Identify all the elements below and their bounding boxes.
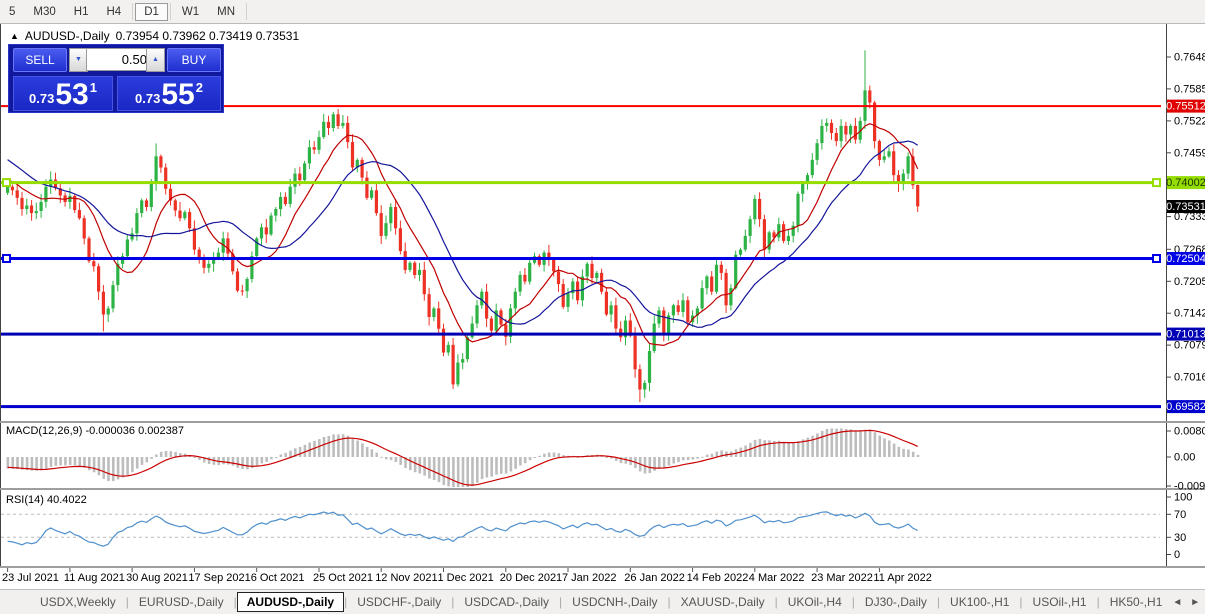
- volume-input[interactable]: 0.50: [86, 48, 152, 71]
- svg-text:30 Aug 2021: 30 Aug 2021: [126, 572, 188, 584]
- chart-tab-xauusd-daily[interactable]: XAUUSD-,Daily: [680, 595, 765, 609]
- tab-scroll-left-icon[interactable]: ◄: [1172, 596, 1183, 608]
- chart-tab-usoil-h1[interactable]: USOil-,H1: [1032, 595, 1087, 609]
- period-button-h1[interactable]: H1: [73, 5, 89, 18]
- svg-text:23 Mar 2022: 23 Mar 2022: [811, 572, 873, 584]
- svg-text:-0.00928: -0.00928: [1174, 481, 1205, 493]
- buy-price-display[interactable]: 0.73 55 2: [117, 76, 221, 111]
- toolbar-separator: [132, 3, 134, 20]
- one-click-collapse-icon[interactable]: ▲: [10, 31, 19, 41]
- sell-price-main: 0.73: [29, 91, 55, 106]
- tab-separator: |: [774, 595, 778, 609]
- tab-separator: |: [851, 595, 855, 609]
- svg-text:0.69582: 0.69582: [1166, 401, 1205, 413]
- chart-tab-dj30-daily[interactable]: DJ30-,Daily: [864, 595, 927, 609]
- sell-price-display[interactable]: 0.73 53 1: [13, 76, 113, 111]
- chart-title: ▲ AUDUSD-,Daily 0.73954 0.73962 0.73419 …: [10, 29, 299, 43]
- tab-separator: |: [1019, 595, 1023, 609]
- buy-price-big: 55: [161, 78, 195, 111]
- svg-text:0.74002: 0.74002: [1166, 177, 1205, 189]
- one-click-trade-panel: SELL ▼ 0.50 ▲ BUY 0.73 53 1 0.73 55 2: [8, 44, 224, 113]
- period-toolbar: 5 M30 H1 H4 D1 W1 MN: [0, 0, 1205, 24]
- chart-tab-usdcnh-daily[interactable]: USDCNH-,Daily: [572, 595, 658, 609]
- svg-text:11 Aug 2021: 11 Aug 2021: [64, 572, 125, 584]
- svg-text:30: 30: [1174, 532, 1186, 544]
- period-button-m30[interactable]: M30: [33, 5, 56, 18]
- chart-tab-audusd-daily[interactable]: AUDUSD-,Daily: [236, 592, 345, 612]
- svg-text:0.70165: 0.70165: [1174, 372, 1205, 384]
- svg-text:25 Oct 2021: 25 Oct 2021: [313, 572, 373, 584]
- toolbar-separator: [246, 3, 248, 20]
- svg-text:20 Dec 2021: 20 Dec 2021: [500, 572, 562, 584]
- period-button-h4[interactable]: H4: [106, 5, 122, 18]
- svg-text:23 Jul 2021: 23 Jul 2021: [2, 572, 59, 584]
- svg-text:70: 70: [1174, 509, 1186, 521]
- period-button-5[interactable]: 5: [9, 5, 16, 18]
- period-button-mn[interactable]: MN: [217, 5, 236, 18]
- svg-text:7 Jan 2022: 7 Jan 2022: [562, 572, 616, 584]
- chart-symbol-label: AUDUSD-,Daily: [24, 29, 110, 43]
- chart-tab-hk50-h1[interactable]: HK50-,H1: [1109, 595, 1163, 609]
- svg-text:26 Jan 2022: 26 Jan 2022: [624, 572, 685, 584]
- period-button-w1[interactable]: W1: [181, 5, 200, 18]
- svg-text:14 Feb 2022: 14 Feb 2022: [687, 572, 749, 584]
- buy-price-sup: 2: [195, 80, 203, 95]
- tab-separator: |: [667, 595, 671, 609]
- chart-tab-usdx-weekly[interactable]: USDX,Weekly: [40, 595, 116, 609]
- svg-text:0.73531: 0.73531: [1166, 201, 1205, 213]
- chart-tab-ukoil-h4[interactable]: UKOil-,H4: [787, 595, 842, 609]
- svg-text:100: 100: [1174, 492, 1192, 504]
- svg-text:0.72055: 0.72055: [1174, 276, 1205, 288]
- svg-text:RSI(14) 40.4022: RSI(14) 40.4022: [6, 494, 87, 506]
- svg-text:0.71013: 0.71013: [1166, 329, 1205, 341]
- svg-text:4 Mar 2022: 4 Mar 2022: [749, 572, 805, 584]
- chart-tab-usdchf-daily[interactable]: USDCHF-,Daily: [357, 595, 442, 609]
- svg-text:1 Dec 2021: 1 Dec 2021: [438, 572, 494, 584]
- svg-text:0: 0: [1174, 549, 1180, 561]
- period-button-d1[interactable]: D1: [135, 2, 168, 21]
- tab-separator: |: [936, 595, 941, 609]
- svg-text:6 Oct 2021: 6 Oct 2021: [251, 572, 305, 584]
- svg-text:0.008061: 0.008061: [1174, 426, 1205, 438]
- chart-ohlc-values: 0.73954 0.73962 0.73419 0.73531: [115, 29, 300, 43]
- tab-separator: |: [344, 595, 348, 609]
- sell-price-big: 53: [55, 78, 89, 111]
- tab-separator: |: [125, 595, 129, 609]
- buy-button[interactable]: BUY: [167, 48, 221, 72]
- tab-separator: |: [1096, 595, 1100, 609]
- svg-text:0.71425: 0.71425: [1174, 308, 1205, 320]
- volume-increase-button[interactable]: ▲: [146, 48, 165, 72]
- svg-text:12 Nov 2021: 12 Nov 2021: [375, 572, 437, 584]
- svg-text:17 Sep 2021: 17 Sep 2021: [188, 572, 250, 584]
- tab-separator: |: [559, 595, 563, 609]
- svg-text:0.75512: 0.75512: [1166, 101, 1205, 113]
- chart-tab-eurusd-daily[interactable]: EURUSD-,Daily: [138, 595, 224, 609]
- svg-text:0.70795: 0.70795: [1174, 340, 1205, 352]
- tab-separator: |: [451, 595, 455, 609]
- svg-text:11 Apr 2022: 11 Apr 2022: [873, 572, 932, 584]
- chart-tab-usdcad-daily[interactable]: USDCAD-,Daily: [464, 595, 550, 609]
- svg-text:MACD(12,26,9) -0.000036 0.0023: MACD(12,26,9) -0.000036 0.002387: [6, 425, 184, 437]
- svg-text:0.72504: 0.72504: [1166, 253, 1205, 265]
- sell-button[interactable]: SELL: [13, 48, 67, 72]
- symbol-tabbar: USDX,Weekly | EURUSD-,Daily | AUDUSD-,Daily |…: [0, 589, 1205, 614]
- buy-price-main: 0.73: [135, 91, 161, 106]
- trade-panel-controls: SELL ▼ 0.50 ▲ BUY: [9, 48, 223, 72]
- chart-tab-uk100-h1[interactable]: UK100-,H1: [950, 595, 1010, 609]
- toolbar-separator: [169, 3, 171, 20]
- svg-text:0.00: 0.00: [1174, 452, 1195, 464]
- tab-scroll-right-icon[interactable]: ►: [1190, 596, 1201, 608]
- tab-separator: |: [233, 595, 237, 609]
- sell-price-sup: 1: [89, 80, 97, 95]
